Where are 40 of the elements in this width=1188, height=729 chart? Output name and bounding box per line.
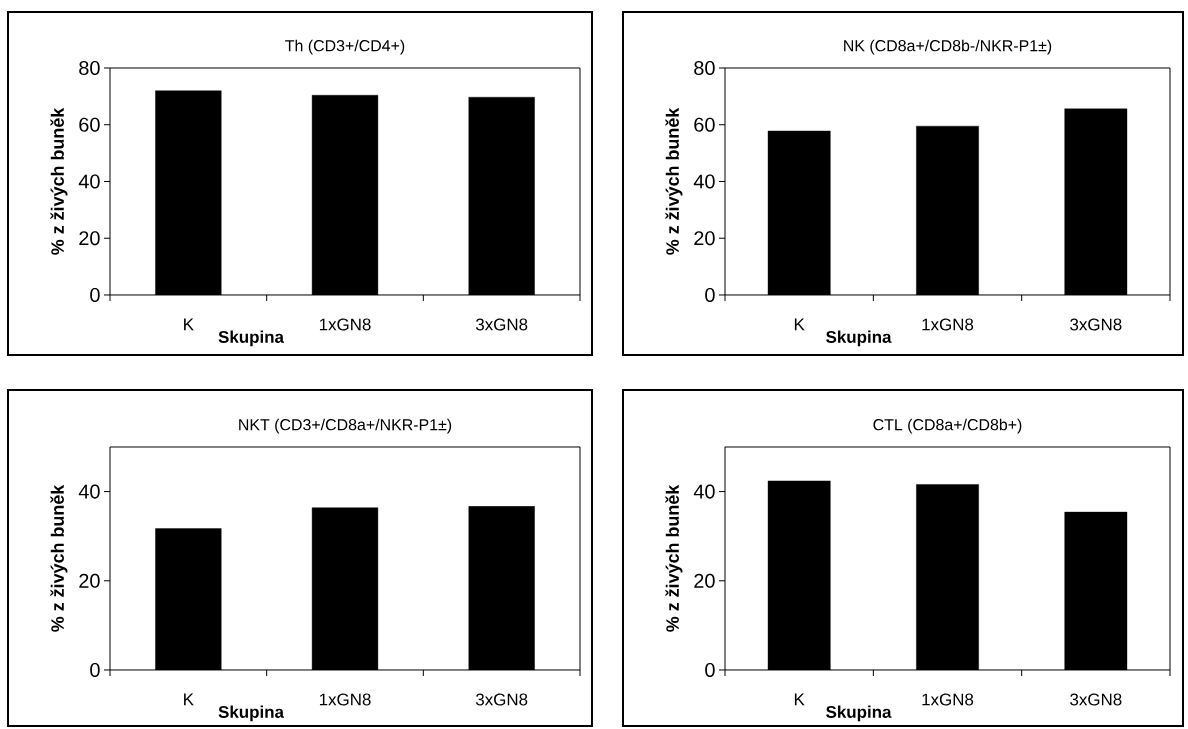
x-axis-title: Skupina [826,705,892,722]
x-tick-label: 1xGN8 [922,318,974,331]
x-tick-label: K [794,693,805,706]
y-tick-label: 40 [693,174,715,189]
x-tick-label: K [184,318,194,331]
chart-title: NKT (CD3+/CD8a+/NKR-P1±) [239,418,452,434]
y-tick-label: 20 [79,573,100,588]
y-tick-label: 0 [705,662,715,678]
x-tick-label: 3xGN8 [475,693,528,706]
y-tick-label: 80 [694,60,715,76]
y-tick-label: 40 [78,484,100,499]
x-axis-title: Skupina [218,330,285,347]
y-tick-label: 40 [78,174,100,189]
y-axis-title: % z živých buněk [50,484,68,632]
y-tick-label: 20 [694,573,715,588]
x-tick-label: K [794,318,805,331]
x-tick-label: K [184,693,194,706]
y-tick-label: 80 [79,60,100,76]
y-tick-label: 60 [694,117,715,132]
y-axis-title: % z živých buněk [665,484,683,632]
x-axis-title: Skupina [218,705,285,722]
chart-title: CTL (CD8a+/CD8b+) [873,418,1022,434]
y-tick-label: 60 [79,117,100,132]
y-axis-title: % z živých buněk [665,107,683,255]
x-tick-label: 1xGN8 [922,693,974,706]
x-tick-label: 1xGN8 [319,693,371,706]
y-tick-label: 20 [694,231,715,246]
x-tick-label: 3xGN8 [475,318,528,331]
y-tick-label: 0 [90,287,100,303]
y-tick-label: 0 [90,662,100,678]
y-axis-title: % z živých buněk [50,107,68,255]
chart-title: NK (CD8a+/CD8b-/NKR-P1±) [844,39,1052,55]
x-tick-label: 3xGN8 [1070,318,1122,331]
x-tick-label: 1xGN8 [319,318,371,331]
y-tick-label: 0 [705,287,715,303]
y-tick-label: 40 [693,484,715,499]
x-axis-title: Skupina [826,330,892,347]
y-tick-label: 20 [79,231,100,246]
x-tick-label: 3xGN8 [1070,693,1122,706]
chart-title: Th (CD3+/CD4+) [285,39,405,55]
